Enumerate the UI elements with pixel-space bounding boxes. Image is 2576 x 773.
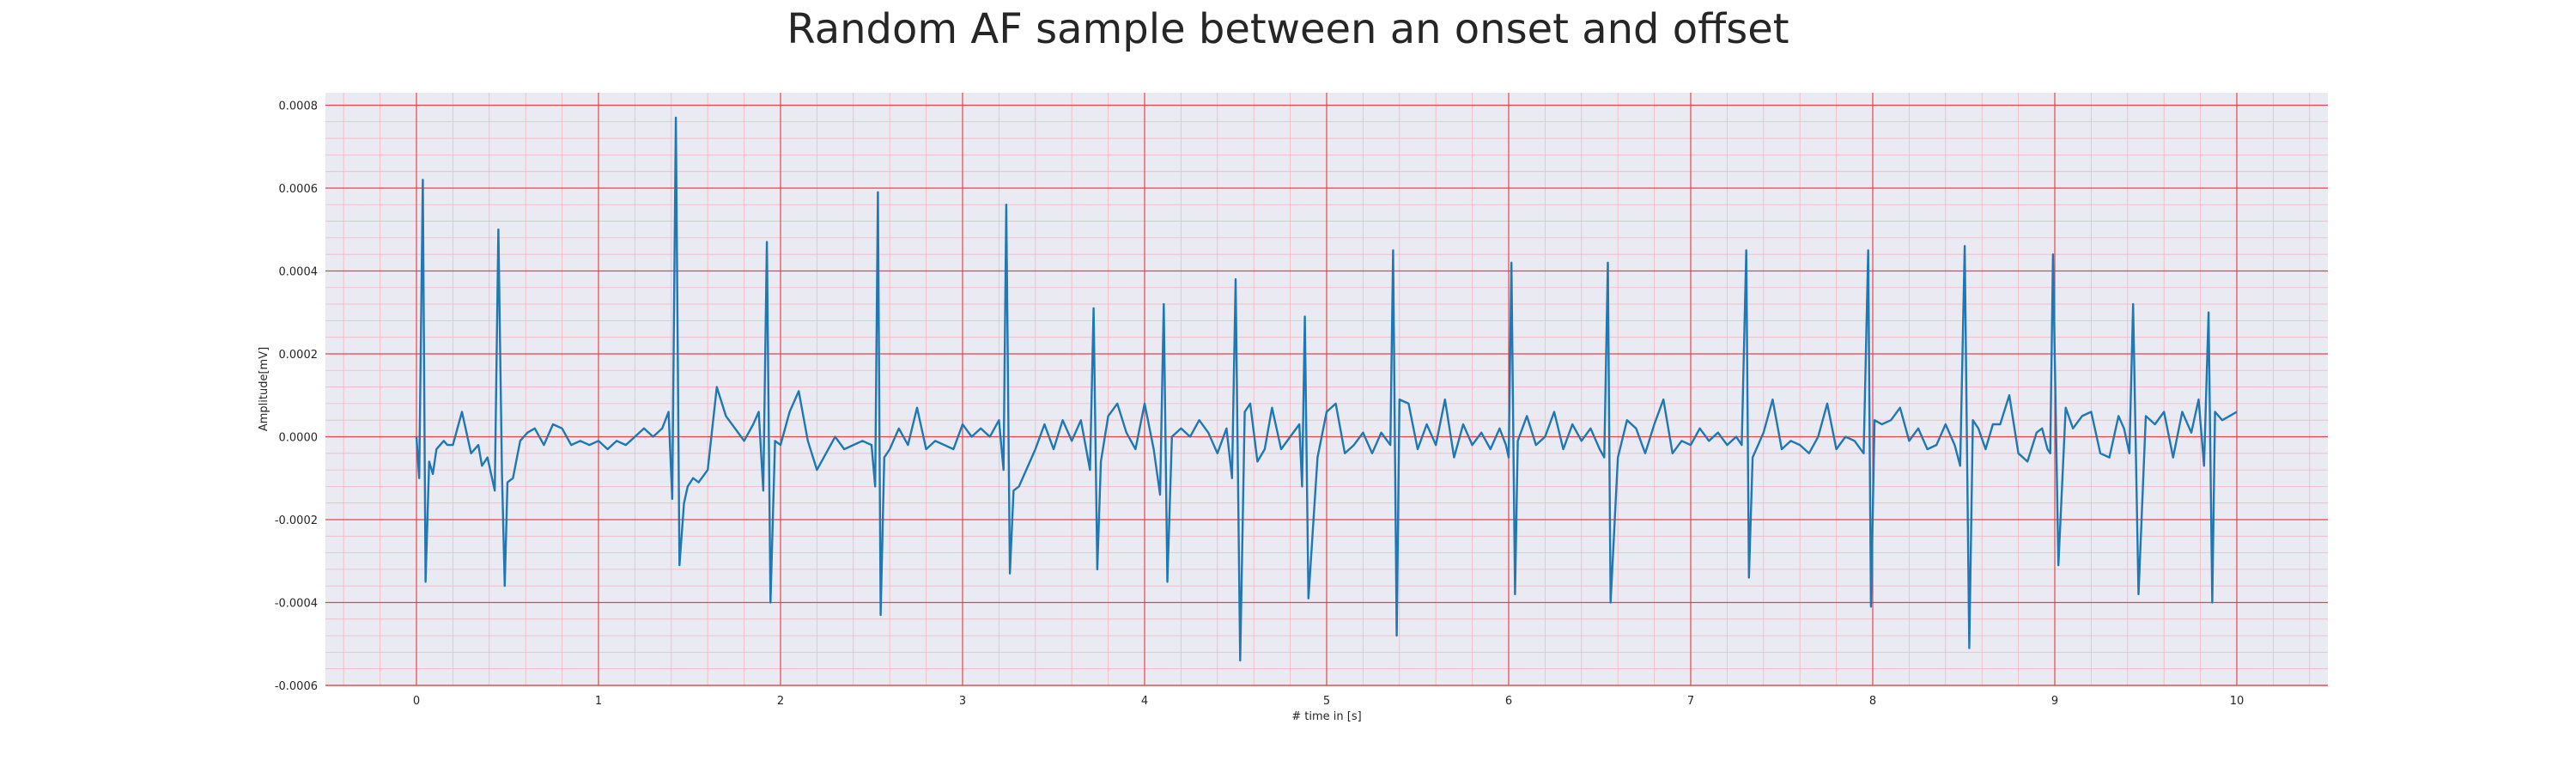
x-tick-label: 4 — [1141, 695, 1148, 708]
y-tick-label: -0.0004 — [275, 597, 318, 610]
x-tick-label: 5 — [1323, 695, 1330, 708]
x-tick-label: 10 — [2230, 695, 2245, 708]
y-tick-label: 0.0000 — [279, 431, 319, 444]
x-tick-label: 8 — [1869, 695, 1876, 708]
x-tick-label: 1 — [595, 695, 602, 708]
y-tick-label: 0.0004 — [279, 265, 319, 278]
x-tick-labels: 0 1 2 3 4 5 6 7 8 9 10 — [413, 695, 2244, 708]
x-tick-label: 0 — [413, 695, 420, 708]
x-tick-label: 2 — [777, 695, 784, 708]
y-tick-label: 0.0002 — [279, 349, 319, 362]
x-tick-label: 6 — [1505, 695, 1512, 708]
x-tick-label: 9 — [2051, 695, 2058, 708]
y-tick-label: 0.0008 — [279, 100, 319, 113]
y-tick-label: 0.0006 — [279, 183, 319, 196]
x-tick-label: 3 — [959, 695, 966, 708]
x-tick-label: 7 — [1687, 695, 1694, 708]
y-tick-label: -0.0006 — [275, 680, 318, 693]
series-line — [415, 116, 2238, 662]
y-tick-labels: -0.0006 -0.0004 -0.0002 0.0000 0.0002 0.0004 0… — [275, 100, 318, 693]
y-axis-label: Amplitude[mV] — [258, 347, 270, 431]
x-axis-label: # time in [s] — [1291, 710, 1361, 723]
chart-title: Random AF sample between an onset and of… — [787, 5, 1789, 53]
y-tick-label: -0.0002 — [275, 514, 318, 527]
